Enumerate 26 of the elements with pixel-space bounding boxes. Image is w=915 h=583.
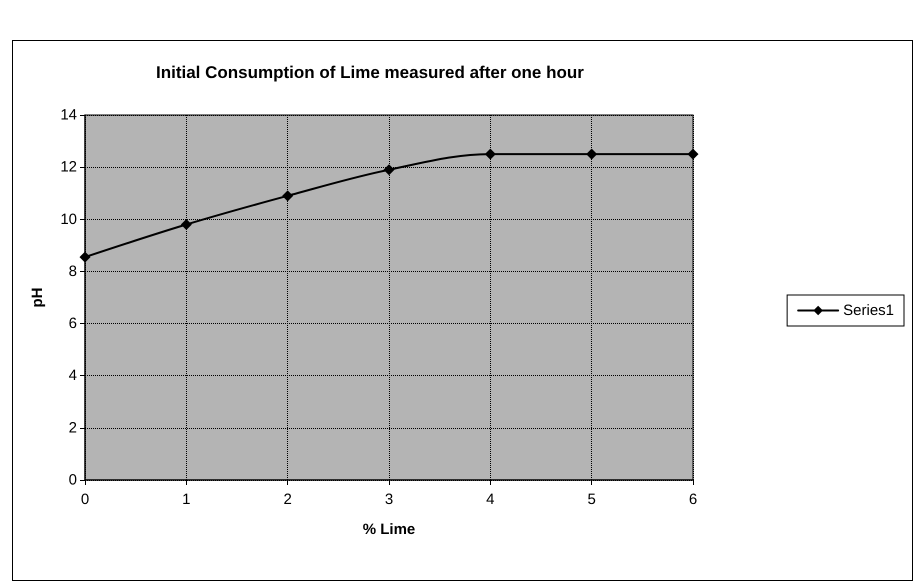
- point: [80, 252, 90, 263]
- chart-title: Initial Consumption of Lime measured after one hour: [156, 63, 584, 82]
- y-tick-label: 8: [68, 262, 77, 280]
- y-tick-label: 6: [68, 315, 77, 332]
- point: [180, 219, 192, 230]
- x-tick-label: 6: [688, 491, 698, 508]
- y-tick-label: 0: [68, 472, 77, 488]
- x-tick-label: 0: [80, 491, 90, 508]
- point: [384, 164, 394, 176]
- x-tick-label: 3: [384, 491, 394, 508]
- y-tick-label: 4: [68, 367, 77, 384]
- x-tick-label: 1: [182, 491, 191, 508]
- y-tick-label: 12: [60, 158, 77, 176]
- point: [586, 148, 598, 160]
- y-tick-label: 14: [60, 106, 77, 124]
- point: [484, 148, 496, 160]
- x-tick-label: 2: [283, 491, 292, 508]
- x-tick-label: 5: [587, 491, 596, 508]
- y-axis-title: pH: [29, 288, 46, 308]
- x-tick-label: 4: [486, 491, 495, 508]
- point: [688, 148, 698, 160]
- y-tick-label: 2: [68, 419, 77, 436]
- y-tick-label: 10: [60, 210, 77, 228]
- x-axis-title: % Lime: [362, 521, 416, 538]
- point: [282, 190, 294, 202]
- legend-label: Series1: [843, 302, 894, 319]
